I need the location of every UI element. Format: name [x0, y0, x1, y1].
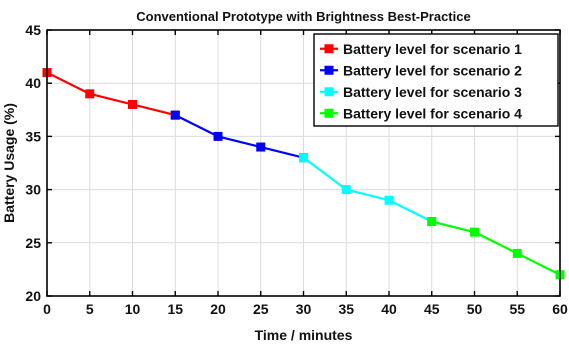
legend-item-1: Battery level for scenario 1: [320, 41, 522, 57]
x-tick-label: 15: [167, 301, 183, 317]
y-axis-label: Battery Usage (%): [1, 103, 17, 223]
y-tick-label: 20: [25, 288, 41, 304]
x-axis-label: Time / minutes: [255, 327, 353, 343]
data-point-marker: [470, 227, 479, 237]
x-tick-label: 55: [509, 301, 525, 317]
x-tick-label: 35: [338, 301, 354, 317]
y-tick-label: 25: [25, 235, 41, 251]
legend: Battery level for scenario 1 Battery leve…: [313, 33, 559, 127]
data-point-marker: [512, 248, 522, 258]
x-tick-label: 25: [253, 301, 269, 317]
legend-marker-swatch: [324, 108, 334, 118]
data-point-marker: [256, 142, 266, 152]
x-tick-label: 50: [467, 301, 483, 317]
axis-layer: 0 5 10 15 20 25 30 35 40 45 50 55 60 20 25 30 35 40 45: [25, 22, 568, 317]
y-tick-label: 40: [25, 75, 41, 91]
x-tick-label: 45: [424, 301, 440, 317]
legend-marker-swatch: [324, 65, 334, 75]
data-point-marker: [170, 110, 180, 120]
x-tick-label: 20: [210, 301, 226, 317]
legend-label: Battery level for scenario 4: [343, 105, 522, 121]
y-tick-label: 30: [25, 182, 41, 198]
series-line-3: [302, 156, 433, 223]
legend-item-4: Battery level for scenario 4: [320, 105, 522, 121]
y-tick-label: 35: [25, 128, 41, 144]
x-tick-label: 30: [296, 301, 312, 317]
x-tick-label: 10: [125, 301, 141, 317]
series-layer: [42, 68, 565, 280]
legend-item-3: Battery level for scenario 3: [320, 84, 522, 100]
legend-label: Battery level for scenario 3: [343, 84, 522, 100]
legend-marker-swatch: [324, 87, 334, 97]
series-line-4: [431, 220, 561, 276]
y-tick-label: 45: [25, 22, 41, 38]
data-point-marker: [299, 153, 308, 163]
series-line-2: [174, 114, 304, 159]
legend-box: [313, 33, 559, 127]
series-line-1: [46, 71, 176, 117]
data-point-marker: [85, 89, 95, 99]
data-point-marker: [384, 195, 394, 205]
chart-title: Conventional Prototype with Brightness B…: [136, 9, 470, 24]
data-point-marker: [213, 131, 223, 141]
legend-label: Battery level for scenario 2: [343, 62, 522, 78]
data-point-marker: [341, 185, 351, 195]
series-2: [170, 110, 308, 163]
legend-label: Battery level for scenario 1: [343, 41, 522, 57]
legend-marker-swatch: [324, 44, 334, 54]
x-tick-label: 5: [86, 301, 94, 317]
x-tick-label: 40: [381, 301, 397, 317]
x-tick-label: 60: [552, 301, 568, 317]
legend-item-2: Battery level for scenario 2: [320, 62, 522, 78]
data-point-marker: [427, 217, 437, 227]
data-point-marker: [128, 99, 137, 109]
x-tick-label: 0: [43, 301, 51, 317]
